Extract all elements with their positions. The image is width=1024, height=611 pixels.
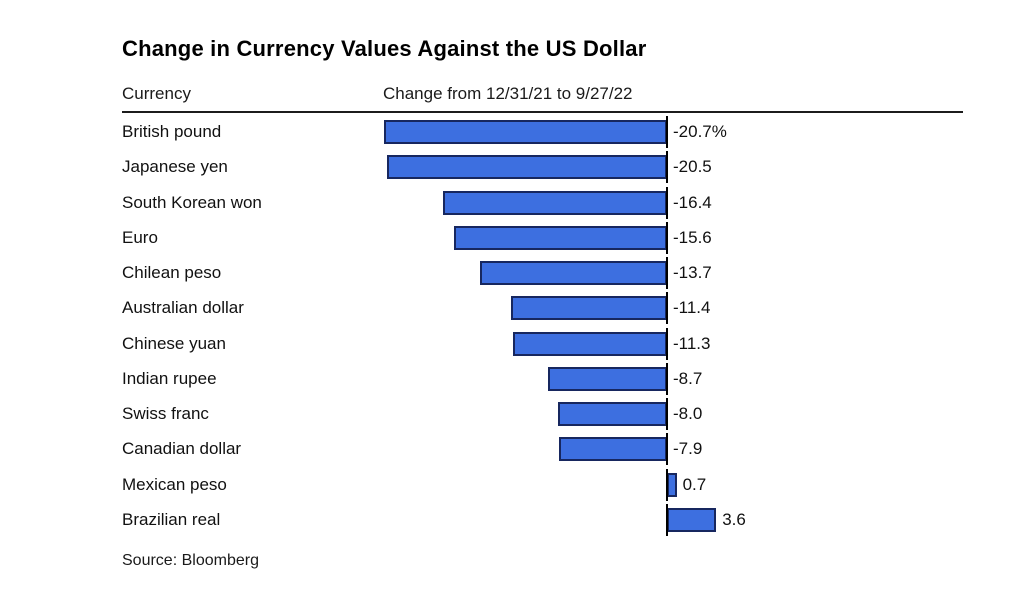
- value-bar: [511, 296, 667, 321]
- currency-label: Chinese yuan: [122, 333, 226, 353]
- value-label: -8.7: [673, 368, 703, 388]
- value-bar: [667, 472, 677, 497]
- chart-row: South Korean won -16.4: [0, 186, 1024, 219]
- currency-label: Swiss franc: [122, 404, 209, 424]
- currency-label: Canadian dollar: [122, 439, 242, 459]
- value-bar: [667, 507, 717, 532]
- zero-baseline-tick: [666, 186, 668, 219]
- currency-label: Mexican peso: [122, 474, 227, 494]
- chart-row: British pound -20.7%: [0, 116, 1024, 148]
- header-divider: [122, 111, 963, 113]
- value-label: 3.6: [722, 509, 746, 529]
- column-header-currency: Currency: [122, 84, 191, 103]
- zero-baseline-tick: [666, 116, 668, 148]
- value-bar: [548, 366, 667, 391]
- zero-baseline-tick: [666, 327, 668, 360]
- chart-row: Canadian dollar -7.9: [0, 433, 1024, 466]
- zero-baseline-tick: [666, 398, 668, 431]
- chart-row: Australian dollar -11.4: [0, 292, 1024, 325]
- value-label: -16.4: [673, 192, 712, 212]
- chart-row: Mexican peso 0.7: [0, 468, 1024, 501]
- zero-baseline-tick: [666, 503, 668, 536]
- source-note: Source: Bloomberg: [122, 552, 259, 569]
- currency-label: Chilean peso: [122, 263, 222, 283]
- value-label: -8.0: [673, 404, 703, 424]
- value-bar: [453, 225, 667, 250]
- chart-row: Japanese yen -20.5: [0, 151, 1024, 184]
- value-bar: [558, 437, 667, 462]
- value-label: 0.7: [682, 474, 707, 494]
- currency-label: Brazilian real: [122, 509, 221, 529]
- currency-label: British pound: [122, 122, 222, 141]
- zero-baseline-tick: [666, 151, 668, 184]
- value-label: -20.7%: [673, 122, 727, 141]
- zero-baseline-tick: [666, 433, 668, 466]
- currency-label: Euro: [122, 227, 158, 247]
- zero-baseline-tick: [666, 221, 668, 254]
- chart-row: Swiss franc -8.0: [0, 398, 1024, 431]
- chart-row: Indian rupee -8.7: [0, 362, 1024, 395]
- zero-baseline-tick: [666, 468, 668, 501]
- column-header-change: Change from 12/31/21 to 9/27/22: [383, 84, 633, 103]
- currency-label: Indian rupee: [122, 368, 217, 388]
- value-bar: [512, 331, 667, 356]
- zero-baseline-tick: [666, 362, 668, 395]
- zero-baseline-tick: [666, 292, 668, 325]
- chart-row: Chinese yuan -11.3: [0, 327, 1024, 360]
- currency-label: Australian dollar: [122, 298, 244, 318]
- value-bar: [386, 155, 667, 180]
- chart-row: Euro -15.6: [0, 221, 1024, 254]
- value-bar: [479, 261, 667, 286]
- zero-baseline-tick: [666, 257, 668, 290]
- chart-row: Chilean peso -13.7: [0, 257, 1024, 290]
- value-label: -7.9: [673, 439, 703, 459]
- value-bar: [442, 190, 667, 215]
- currency-label: Japanese yen: [122, 157, 228, 177]
- currency-label: South Korean won: [122, 192, 262, 212]
- chart-row: Brazilian real 3.6: [0, 503, 1024, 536]
- value-label: -15.6: [673, 227, 712, 247]
- value-label: -20.5: [673, 157, 712, 177]
- value-bar: [384, 120, 667, 144]
- value-label: -13.7: [673, 263, 712, 283]
- page-title: Change in Currency Values Against the US…: [122, 36, 647, 61]
- value-label: -11.3: [673, 333, 711, 353]
- value-bar: [557, 402, 667, 427]
- value-label: -11.4: [673, 298, 711, 318]
